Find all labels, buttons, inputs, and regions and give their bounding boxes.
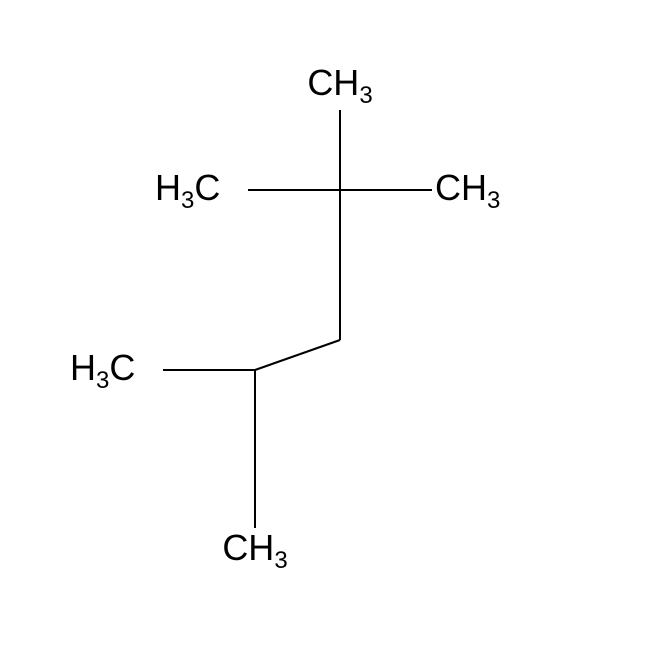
atom-label: CH3	[307, 62, 372, 109]
bond	[255, 340, 340, 370]
atom-label: CH3	[222, 527, 287, 574]
atom-label: CH3	[435, 167, 500, 214]
atom-label: H3C	[70, 347, 135, 394]
molecule-diagram: CH3 H3C CH3 H3C CH3	[0, 0, 650, 650]
atom-label: H3C	[155, 167, 220, 214]
